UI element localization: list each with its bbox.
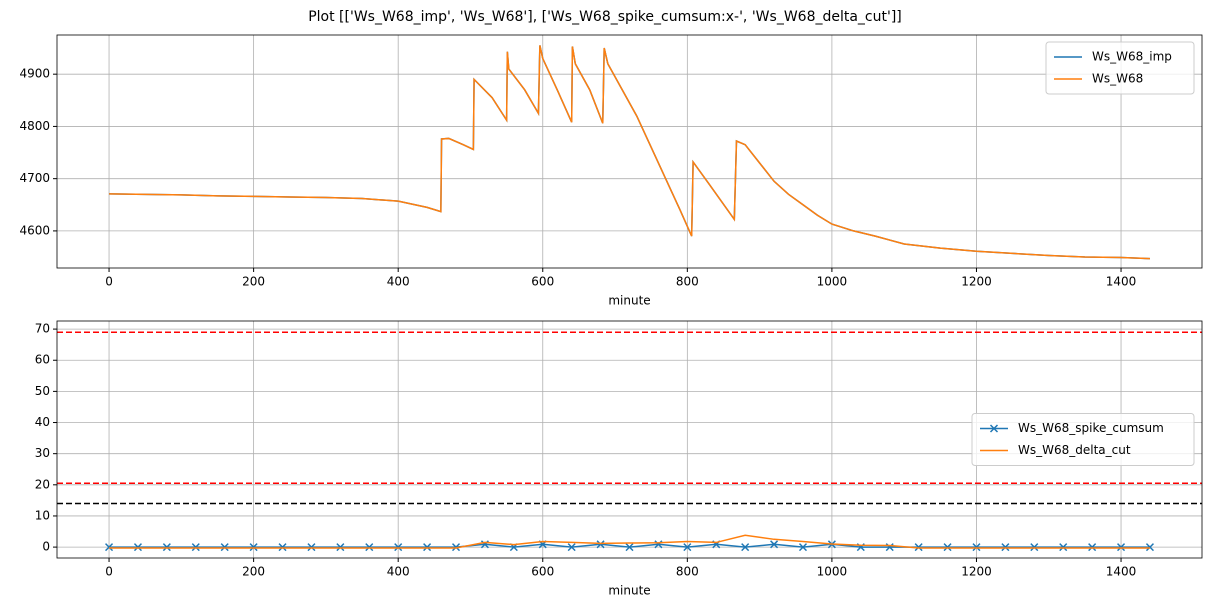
- marker: [1088, 543, 1097, 552]
- marker: [943, 543, 952, 552]
- y-tick-label: 50: [35, 384, 50, 398]
- marker: [307, 543, 316, 552]
- marker: [625, 543, 634, 552]
- y-tick-label: 30: [35, 446, 50, 460]
- legend-box: [971, 413, 1195, 466]
- legend-box: [1045, 41, 1195, 95]
- x-axis-label: minute: [608, 584, 650, 598]
- marker: [336, 543, 345, 552]
- y-tick-label: 4900: [19, 67, 50, 81]
- x-tick-label: 800: [676, 275, 699, 289]
- x-tick-label: 1200: [961, 275, 992, 289]
- x-tick-label: 600: [531, 275, 554, 289]
- marker: [278, 543, 287, 552]
- x-tick-label: 0: [105, 565, 113, 579]
- y-tick-label: 20: [35, 477, 50, 491]
- marker: [770, 540, 779, 549]
- legend-label: Ws_W68_spike_cumsum: [1018, 421, 1164, 435]
- axes: 0 200 400 600 800 1000 1200 1400 0 10 20 30 40 50 60 70…: [35, 320, 1203, 598]
- y-tick-label: 40: [35, 415, 50, 429]
- marker: [451, 543, 461, 552]
- marker: [1030, 543, 1039, 552]
- y-tick-label: 4600: [19, 223, 50, 237]
- marker: [220, 543, 229, 552]
- marker: [1145, 543, 1154, 552]
- x-tick-label: 400: [387, 275, 410, 289]
- marker: [394, 543, 403, 552]
- series-line: [109, 534, 1150, 549]
- legend-label: Ws_W68_delta_cut: [1018, 443, 1131, 457]
- y-tick-label: 0: [42, 540, 50, 554]
- marker: [567, 543, 576, 552]
- marker: [191, 543, 200, 552]
- legend: Ws_W68_spike_cumsum Ws_W68_delta_cut: [971, 413, 1195, 466]
- axes: 0 200 400 600 800 1000 1200 1400 4600 4700 4800 490…: [19, 34, 1203, 308]
- marker: [365, 543, 374, 552]
- y-tick-label: 60: [35, 353, 50, 367]
- figure-title: Plot [['Ws_W68_imp', 'Ws_W68'], ['Ws_W68…: [308, 9, 902, 25]
- marker: [1001, 543, 1010, 552]
- x-tick-label: 1000: [817, 565, 848, 579]
- marker: [914, 543, 923, 552]
- legend-marker: [989, 424, 999, 433]
- marker: [1117, 543, 1126, 552]
- x-tick-label: 1000: [817, 275, 848, 289]
- legend-label: Ws_W68: [1092, 72, 1143, 86]
- marker: [972, 543, 981, 552]
- x-axis-label: minute: [608, 294, 650, 308]
- marker: [105, 543, 114, 552]
- y-tick-label: 4700: [19, 171, 50, 185]
- x-tick-label: 800: [676, 565, 699, 579]
- series-line: [109, 45, 1150, 260]
- x-tick-label: 600: [531, 565, 554, 579]
- x-tick-label: 1400: [1106, 275, 1137, 289]
- y-tick-label: 10: [35, 508, 50, 522]
- marker: [133, 543, 142, 552]
- x-tick-label: 200: [242, 275, 265, 289]
- marker: [683, 543, 692, 552]
- x-tick-label: 0: [105, 275, 113, 289]
- x-tick-label: 1400: [1106, 565, 1137, 579]
- y-tick-label: 4800: [19, 119, 50, 133]
- marker: [423, 543, 432, 552]
- y-tick-label: 70: [35, 322, 50, 336]
- x-tick-label: 1200: [961, 565, 992, 579]
- legend-label: Ws_W68_imp: [1092, 50, 1172, 64]
- marker: [596, 540, 605, 549]
- x-tick-label: 400: [387, 565, 410, 579]
- x-tick-label: 200: [242, 565, 265, 579]
- marker: [162, 543, 171, 552]
- marker: [1059, 543, 1068, 552]
- marker: [741, 543, 750, 552]
- marker: [249, 543, 258, 552]
- axes-frame: [56, 34, 1203, 269]
- legend: Ws_W68_imp Ws_W68: [1045, 41, 1195, 95]
- axes-frame: [56, 320, 1203, 559]
- marker: [798, 543, 808, 552]
